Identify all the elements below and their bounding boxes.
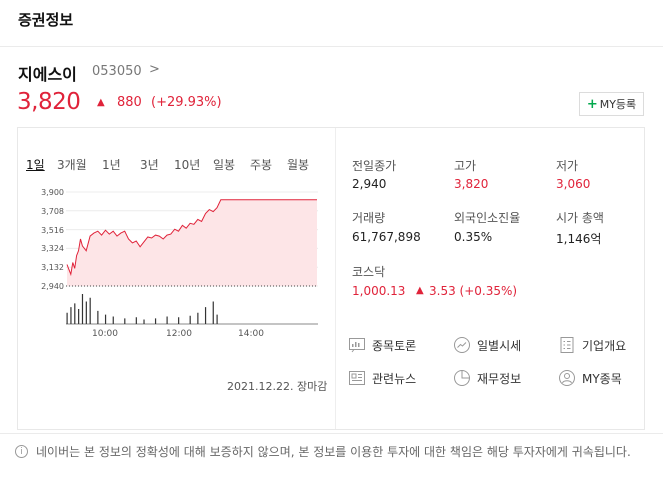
low-value: 3,060: [556, 177, 591, 191]
volume-bar: [124, 318, 126, 324]
kosdaq-value: 1,000.13: [352, 284, 406, 298]
chat-board-icon: [349, 338, 365, 353]
volume-bar: [97, 310, 99, 324]
chevron-right-icon[interactable]: >: [149, 62, 160, 77]
related-news-link-label: 관련뉴스: [372, 371, 417, 386]
pie-chart-icon: [454, 370, 470, 386]
daily-price-link[interactable]: 일별시세: [453, 336, 521, 354]
financial-info-link-label: 재무정보: [477, 371, 522, 386]
volume-bar: [216, 314, 218, 324]
footer-divider: [0, 433, 663, 434]
panel-divider: [335, 128, 336, 429]
trend-circle-icon: [454, 337, 470, 353]
foreign-ratio-label: 외국인소진율: [454, 211, 521, 225]
document-list-icon: [560, 337, 574, 353]
y-tick-label: 3,900: [41, 188, 64, 197]
volume-bar: [212, 301, 214, 324]
y-tick-label: 3,516: [41, 226, 64, 235]
newspaper-icon: [349, 371, 365, 385]
price-change: 880: [117, 95, 142, 110]
intraday-price-chart: [66, 191, 318, 325]
kosdaq-change: 3.53 (+0.35%): [429, 284, 518, 298]
my-stocks-link-label: MY종목: [582, 371, 622, 386]
x-tick-label: 14:00: [238, 329, 264, 339]
discussion-link[interactable]: 종목토론: [348, 336, 416, 354]
tab-3year[interactable]: 3년: [140, 158, 159, 172]
price-area: [67, 199, 317, 286]
x-tick-label: 10:00: [92, 329, 118, 339]
high-value: 3,820: [454, 177, 489, 191]
tab-monthly-candle[interactable]: 월봉: [287, 158, 310, 172]
volume-bar: [135, 317, 137, 324]
tab-weekly-candle[interactable]: 주봉: [250, 158, 273, 172]
user-circle-icon: [559, 370, 575, 386]
my-register-button[interactable]: + MY등록: [579, 92, 644, 116]
disclaimer-text: 네이버는 본 정보의 정확성에 대해 보증하지 않으며, 본 정보를 이용한 투…: [36, 445, 631, 459]
company-overview-link[interactable]: 기업개요: [558, 336, 626, 354]
volume-bar: [154, 318, 157, 324]
volume-bar: [85, 301, 87, 324]
y-tick-label: 2,940: [41, 282, 64, 291]
tab-1year[interactable]: 1년: [102, 158, 121, 172]
info-icon: i: [15, 445, 28, 458]
volume-bar: [66, 312, 68, 324]
volume-value: 61,767,898: [352, 230, 421, 244]
low-label: 저가: [556, 159, 579, 173]
volume-bar: [70, 307, 72, 324]
stock-code[interactable]: 053050: [92, 64, 142, 79]
header-divider: [0, 46, 663, 47]
up-triangle-icon: ▲: [416, 285, 424, 296]
volume-bar: [104, 314, 107, 324]
plus-icon: +: [586, 96, 598, 112]
volume-label: 거래량: [352, 211, 386, 225]
tab-10year[interactable]: 10년: [174, 158, 201, 172]
foreign-ratio-value: 0.35%: [454, 230, 493, 244]
volume-bar: [89, 297, 91, 324]
up-triangle-icon: ▲: [97, 97, 105, 108]
x-tick-label: 12:00: [166, 329, 192, 339]
section-title: 증권정보: [18, 11, 74, 29]
stock-info-panel: [17, 127, 645, 430]
company-overview-link-label: 기업개요: [582, 338, 627, 353]
volume-bar: [112, 316, 114, 324]
my-stocks-link[interactable]: MY종목: [558, 369, 622, 387]
prev-close-label: 전일종가: [352, 159, 397, 173]
volume-bar: [81, 294, 84, 324]
price-change-percent: (+29.93%): [151, 95, 222, 110]
tab-daily-candle[interactable]: 일봉: [213, 158, 236, 172]
volume-bar: [166, 316, 168, 324]
current-price: 3,820: [17, 89, 81, 115]
y-tick-label: 3,708: [41, 207, 64, 216]
volume-bar: [204, 307, 207, 324]
volume-bar: [189, 315, 191, 324]
my-register-label: MY등록: [599, 98, 637, 111]
volume-bar: [78, 309, 80, 324]
prev-close-value: 2,940: [352, 177, 387, 191]
discussion-link-label: 종목토론: [372, 338, 417, 353]
related-news-link[interactable]: 관련뉴스: [348, 369, 416, 387]
market-cap-value: 1,146억: [556, 232, 602, 246]
volume-bar: [74, 303, 76, 324]
tab-1day[interactable]: 1일: [26, 158, 45, 172]
chart-date-status: 2021.12.22. 장마감: [227, 380, 328, 393]
y-tick-label: 3,324: [41, 244, 64, 253]
volume-bar: [197, 312, 199, 324]
stock-name-link[interactable]: 지에스이: [18, 65, 77, 84]
y-tick-label: 3,132: [41, 263, 64, 272]
market-cap-label: 시가 총액: [556, 211, 604, 225]
tab-3month[interactable]: 3개월: [57, 158, 87, 172]
high-label: 고가: [454, 159, 477, 173]
kosdaq-label: 코스닥: [352, 265, 386, 279]
price-line: [66, 199, 317, 277]
financial-info-link[interactable]: 재무정보: [453, 369, 521, 387]
daily-price-link-label: 일별시세: [477, 338, 522, 353]
volume-bar: [178, 317, 180, 324]
volume-bar: [143, 319, 145, 324]
